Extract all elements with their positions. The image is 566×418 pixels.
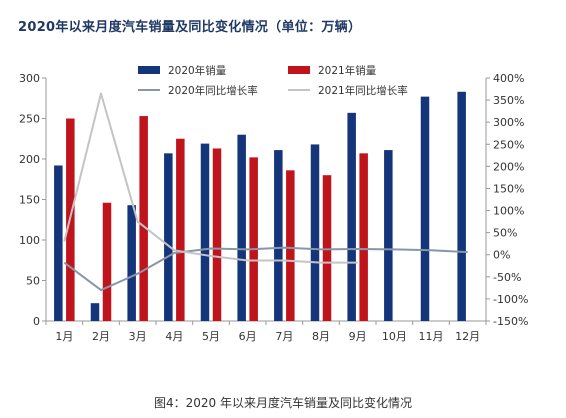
- x-tick-label: 1月: [55, 330, 73, 343]
- chart-bars: [54, 91, 466, 322]
- bar-2021-8: [322, 175, 332, 321]
- bar-2021-2: [102, 202, 112, 321]
- bar-2020-11: [420, 96, 430, 321]
- chart-canvas: 0 50 100 150 200 250 300 -150% -100% -50% 0% 50% 100…: [19, 64, 528, 343]
- y-left-tick-label: 300: [19, 72, 40, 85]
- line-2021-growth: [63, 92, 358, 264]
- legend-label-0: 2020年销量: [168, 64, 227, 77]
- chart-title: 2020年以来月度汽车销量及同比变化情况（单位：万辆）: [18, 20, 362, 35]
- y-right-tick-label: 200%: [493, 160, 524, 173]
- bar-2020-12: [457, 91, 466, 322]
- bar-2021-4: [176, 138, 185, 321]
- bar-2020-6: [237, 134, 246, 321]
- y-left-tick-label: 250: [19, 113, 40, 126]
- bar-2021-9: [359, 153, 368, 321]
- legend-swatch-0: [138, 66, 160, 74]
- y-left-tick-label: 0: [33, 315, 40, 328]
- line-2020-growth: [63, 246, 468, 292]
- legend-swatch-1: [288, 66, 310, 74]
- x-tick-label: 4月: [165, 330, 183, 343]
- y-left-tick-label: 50: [26, 275, 40, 288]
- bar-2020-3: [127, 205, 136, 321]
- bar-2020-5: [200, 143, 210, 321]
- bar-2020-8: [310, 144, 320, 321]
- chart-legend: 2020年销量 2021年销量 2020年同比增长率 2021年同比增长率: [138, 64, 408, 97]
- y-right-tick-label: 50%: [493, 227, 517, 240]
- bar-2020-7: [274, 150, 283, 321]
- x-tick-label: 5月: [202, 330, 220, 343]
- bar-2021-3: [139, 116, 148, 321]
- bar-2021-7: [286, 170, 295, 321]
- bar-2020-10: [384, 150, 393, 321]
- y-right-tick-label: -50%: [493, 271, 521, 284]
- y-right-tick-label: 250%: [493, 138, 524, 151]
- y-right-tick-label: 350%: [493, 94, 524, 107]
- legend-label-1: 2021年销量: [318, 64, 377, 77]
- bar-2021-6: [249, 157, 258, 321]
- bar-2020-4: [164, 153, 173, 321]
- x-tick-label: 11月: [419, 330, 444, 343]
- bar-2020-2: [90, 303, 100, 321]
- x-tick-label: 7月: [275, 330, 293, 343]
- y-right-tick-label: 300%: [493, 116, 524, 129]
- y-right-tick-label: 100%: [493, 205, 524, 218]
- chart-axes: 0 50 100 150 200 250 300 -150% -100% -50% 0% 50% 100…: [19, 72, 528, 343]
- figure-caption: 图4：2020 年以来月度汽车销量及同比变化情况: [154, 396, 412, 410]
- y-left-tick-label: 150: [19, 194, 40, 207]
- bar-2020-1: [54, 165, 63, 321]
- legend-label-2: 2020年同比增长率: [168, 84, 258, 97]
- x-tick-label: 10月: [382, 330, 407, 343]
- bar-2021-5: [212, 148, 222, 321]
- y-right-tick-label: -150%: [493, 315, 528, 328]
- legend-label-3: 2021年同比增长率: [318, 84, 408, 97]
- x-tick-label: 8月: [312, 330, 330, 343]
- y-left-tick-label: 200: [19, 153, 40, 166]
- chart-lines: [63, 92, 468, 292]
- y-right-tick-label: 150%: [493, 182, 524, 195]
- y-left-tick-label: 100: [19, 234, 40, 247]
- x-tick-label: 6月: [239, 330, 257, 343]
- x-tick-label: 3月: [129, 330, 147, 343]
- x-tick-label: 9月: [349, 330, 367, 343]
- y-right-tick-label: -100%: [493, 293, 528, 306]
- x-tick-label: 12月: [455, 330, 480, 343]
- y-right-tick-label: 0%: [493, 249, 510, 262]
- x-tick-label: 2月: [92, 330, 110, 343]
- bar-2020-9: [347, 112, 356, 321]
- y-right-tick-label: 400%: [493, 72, 524, 85]
